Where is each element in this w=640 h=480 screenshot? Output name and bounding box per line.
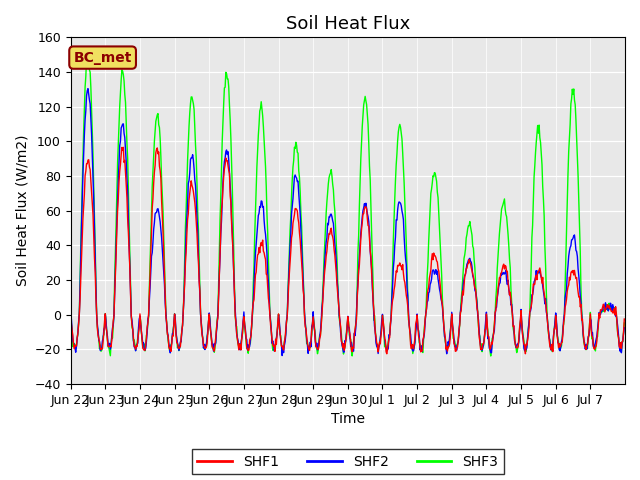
X-axis label: Time: Time [331, 412, 365, 426]
SHF2 [234, 338, 242, 344]
Text: BC_met: BC_met [74, 50, 132, 65]
SHF1 [120, 144, 127, 150]
SHF2 [406, 328, 413, 334]
SHF1 [234, 342, 242, 348]
SHF3 [84, 52, 92, 58]
SHF2 [132, 344, 140, 349]
SHF3 [487, 353, 495, 359]
SHF3 [262, 164, 269, 170]
SHF1 [132, 343, 140, 348]
Y-axis label: Soil Heat Flux (W/m2): Soil Heat Flux (W/m2) [15, 135, 29, 287]
Line: SHF2: SHF2 [70, 89, 624, 356]
SHF1 [620, 316, 628, 322]
SHF3 [620, 320, 628, 326]
SHF1 [262, 257, 269, 263]
SHF2 [84, 86, 92, 92]
SHF2 [67, 313, 74, 319]
SHF1 [283, 319, 291, 325]
SHF3 [405, 320, 413, 326]
SHF2 [284, 313, 291, 319]
SHF3 [234, 341, 242, 347]
SHF1 [406, 330, 413, 336]
SHF2 [262, 231, 269, 237]
SHF3 [67, 311, 74, 316]
SHF3 [132, 342, 140, 348]
SHF2 [620, 325, 628, 331]
SHF3 [436, 240, 444, 246]
SHF1 [437, 291, 445, 297]
Line: SHF3: SHF3 [70, 55, 624, 356]
Legend: SHF1, SHF2, SHF3: SHF1, SHF2, SHF3 [192, 449, 504, 474]
SHF3 [283, 320, 291, 325]
SHF1 [383, 351, 390, 357]
SHF1 [67, 311, 74, 316]
Title: Soil Heat Flux: Soil Heat Flux [285, 15, 410, 33]
SHF2 [437, 296, 445, 301]
SHF2 [278, 353, 286, 359]
Line: SHF1: SHF1 [70, 147, 624, 354]
